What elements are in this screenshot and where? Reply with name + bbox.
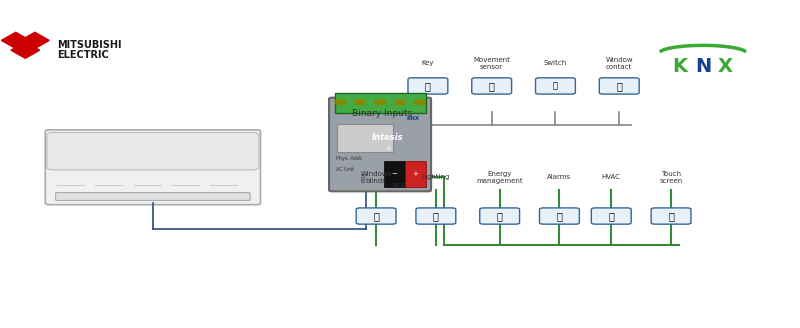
FancyBboxPatch shape bbox=[334, 93, 426, 113]
Circle shape bbox=[394, 100, 406, 105]
FancyBboxPatch shape bbox=[405, 161, 426, 187]
Text: 📊: 📊 bbox=[497, 211, 502, 221]
Text: Phys. Addr.: Phys. Addr. bbox=[336, 156, 363, 161]
Text: MITSUBISHI: MITSUBISHI bbox=[57, 40, 122, 50]
Text: 💡: 💡 bbox=[433, 211, 439, 221]
Circle shape bbox=[334, 100, 346, 105]
Text: Lighting: Lighting bbox=[422, 174, 450, 180]
FancyBboxPatch shape bbox=[47, 133, 259, 170]
Text: 🪟: 🪟 bbox=[616, 81, 622, 91]
FancyBboxPatch shape bbox=[416, 208, 456, 224]
FancyBboxPatch shape bbox=[384, 161, 405, 187]
FancyBboxPatch shape bbox=[329, 98, 431, 191]
Text: Touch
screen: Touch screen bbox=[659, 171, 682, 183]
Text: 🔲: 🔲 bbox=[553, 81, 558, 91]
Text: Movement
sensor: Movement sensor bbox=[474, 57, 510, 70]
FancyBboxPatch shape bbox=[651, 208, 691, 224]
Text: +: + bbox=[413, 171, 418, 176]
Text: HVAC: HVAC bbox=[602, 174, 621, 180]
FancyBboxPatch shape bbox=[539, 208, 579, 224]
FancyBboxPatch shape bbox=[337, 124, 393, 153]
Text: K: K bbox=[673, 57, 688, 76]
Text: KNX: KNX bbox=[362, 171, 366, 181]
FancyBboxPatch shape bbox=[599, 78, 639, 94]
Polygon shape bbox=[21, 32, 50, 49]
FancyBboxPatch shape bbox=[408, 78, 448, 94]
Text: Intesis: Intesis bbox=[372, 133, 403, 142]
Text: KNX: KNX bbox=[407, 116, 420, 121]
Circle shape bbox=[414, 100, 426, 105]
Circle shape bbox=[374, 100, 386, 105]
Text: AC Unit: AC Unit bbox=[336, 168, 354, 173]
Circle shape bbox=[354, 100, 366, 105]
FancyBboxPatch shape bbox=[55, 193, 250, 200]
FancyBboxPatch shape bbox=[46, 130, 261, 205]
Text: Binary Inputs: Binary Inputs bbox=[352, 110, 412, 118]
Text: PROG: PROG bbox=[392, 183, 406, 188]
Text: N: N bbox=[695, 57, 711, 76]
Text: Key: Key bbox=[422, 60, 434, 66]
Text: ®: ® bbox=[385, 148, 390, 153]
Text: Window
contact: Window contact bbox=[606, 57, 633, 70]
FancyBboxPatch shape bbox=[356, 208, 396, 224]
Text: Switch: Switch bbox=[544, 60, 567, 66]
Text: −: − bbox=[391, 171, 398, 176]
Text: 🚶: 🚶 bbox=[489, 81, 494, 91]
Text: Alarms: Alarms bbox=[547, 174, 571, 180]
Text: 🪟: 🪟 bbox=[373, 211, 379, 221]
Text: 🔔: 🔔 bbox=[557, 211, 562, 221]
Text: X: X bbox=[718, 57, 732, 76]
FancyBboxPatch shape bbox=[535, 78, 575, 94]
Text: Windows
blinds: Windows blinds bbox=[361, 171, 392, 183]
Text: 🌡: 🌡 bbox=[608, 211, 614, 221]
Polygon shape bbox=[11, 42, 40, 58]
FancyBboxPatch shape bbox=[591, 208, 631, 224]
Text: ELECTRIC: ELECTRIC bbox=[57, 50, 109, 60]
Text: 🔑: 🔑 bbox=[425, 81, 431, 91]
FancyBboxPatch shape bbox=[472, 78, 512, 94]
Text: 📱: 📱 bbox=[668, 211, 674, 221]
FancyBboxPatch shape bbox=[480, 208, 519, 224]
Polygon shape bbox=[2, 32, 30, 49]
Text: Energy
management: Energy management bbox=[476, 171, 523, 183]
